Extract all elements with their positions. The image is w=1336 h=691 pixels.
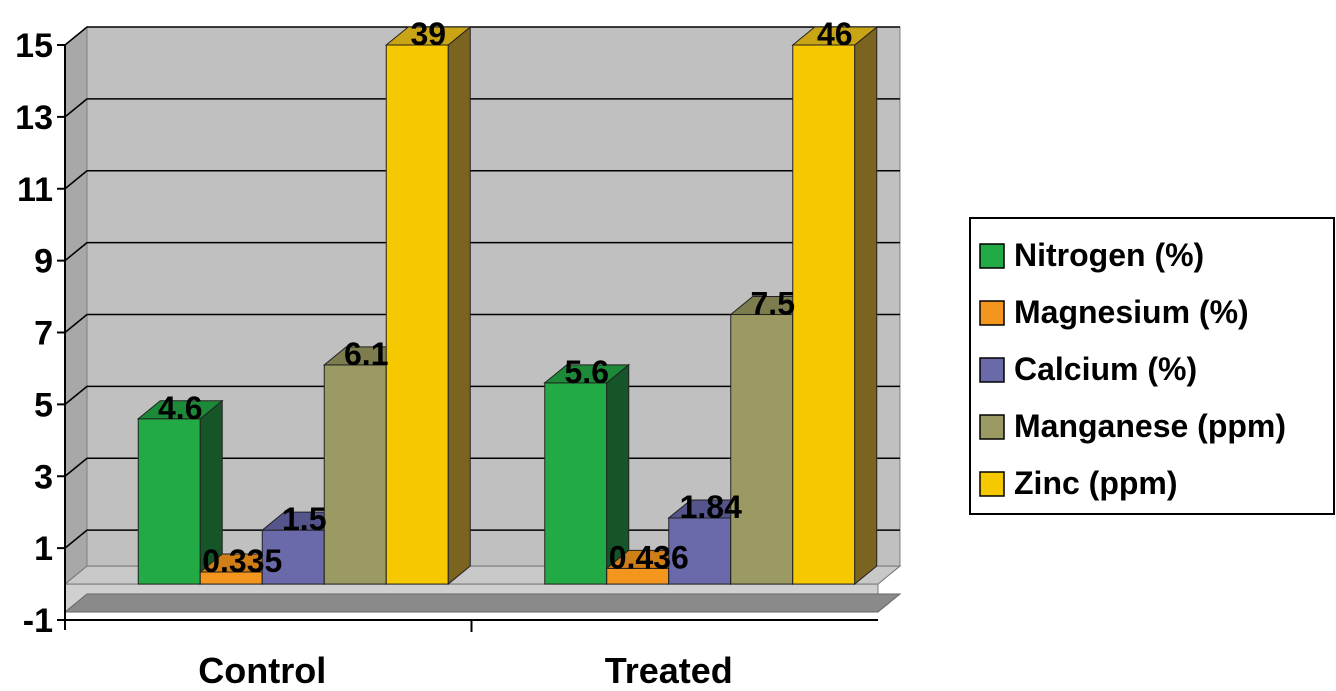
legend-swatch xyxy=(979,471,1005,497)
legend-box xyxy=(969,217,1335,515)
legend: Nitrogen (%) Magnesium (%) Calcium (%) Mang… xyxy=(969,217,1335,515)
bars xyxy=(136,25,879,586)
bar-front xyxy=(544,382,608,585)
legend-label: Manganese (ppm) xyxy=(1014,408,1286,444)
y-tick-label: 15 xyxy=(15,27,53,65)
bar-zinc xyxy=(791,25,879,586)
y-tick-label: 13 xyxy=(15,99,53,137)
data-label: 46 xyxy=(817,16,853,52)
y-tick-label: 7 xyxy=(34,315,53,353)
bar-zinc xyxy=(384,25,472,586)
legend-label: Calcium (%) xyxy=(1014,351,1197,387)
y-tick-label: 1 xyxy=(34,530,53,568)
legend-label: Nitrogen (%) xyxy=(1014,237,1204,273)
legend-item: Zinc (ppm) xyxy=(979,465,1178,501)
data-label: 7.5 xyxy=(751,286,795,322)
bar-top xyxy=(791,26,879,46)
bar-nitrogen xyxy=(543,363,631,586)
bar-top xyxy=(543,364,631,384)
legend-item: Calcium (%) xyxy=(979,351,1197,387)
floor-slab xyxy=(63,593,902,613)
data-label: 1.84 xyxy=(680,489,742,525)
x-category-label: Control xyxy=(198,650,326,691)
gridline xyxy=(64,169,900,190)
side-wall xyxy=(64,25,88,586)
bar-front xyxy=(792,44,856,585)
gridline xyxy=(64,241,900,262)
legend-swatch xyxy=(979,414,1005,440)
bar-front xyxy=(385,44,449,585)
legend-label: Zinc (ppm) xyxy=(1014,465,1178,501)
legend-swatch xyxy=(979,357,1005,383)
legend-swatch xyxy=(979,243,1005,269)
bar-front xyxy=(261,529,325,585)
bar-front xyxy=(137,418,201,585)
gridline xyxy=(64,98,900,118)
y-tick-label: 3 xyxy=(34,458,53,496)
data-label: 1.5 xyxy=(282,501,326,537)
legend-swatch xyxy=(979,300,1005,326)
data-label: 0.335 xyxy=(202,543,282,579)
y-tick-label: 5 xyxy=(34,386,53,424)
data-label: 39 xyxy=(410,16,446,52)
y-tick-label: 9 xyxy=(34,243,53,281)
legend-item: Nitrogen (%) xyxy=(979,237,1204,273)
y-tick-label: -1 xyxy=(23,602,53,640)
y-axis-ticks: 15 13 11 9 7 5 3 1 -1 xyxy=(15,27,65,640)
bar-front xyxy=(730,314,794,585)
bar-top xyxy=(384,26,472,46)
x-category-label: Treated xyxy=(605,650,733,691)
legend-item: Manganese (ppm) xyxy=(979,408,1286,444)
bar-nitrogen xyxy=(136,399,224,586)
data-label: 4.6 xyxy=(158,390,202,426)
bar-front xyxy=(323,364,387,585)
legend-item: Magnesium (%) xyxy=(979,294,1249,330)
x-axis-labels: Control Treated xyxy=(198,650,733,691)
data-label: 0.436 xyxy=(609,539,689,575)
y-tick-label: 11 xyxy=(17,171,53,209)
bar-top xyxy=(136,400,224,420)
gridline xyxy=(64,313,900,334)
gridline xyxy=(64,26,900,46)
bar-side xyxy=(447,25,471,586)
legend-label: Magnesium (%) xyxy=(1014,294,1249,330)
data-label: 5.6 xyxy=(565,354,609,390)
bar-side xyxy=(854,25,878,586)
data-label: 6.1 xyxy=(344,336,388,372)
